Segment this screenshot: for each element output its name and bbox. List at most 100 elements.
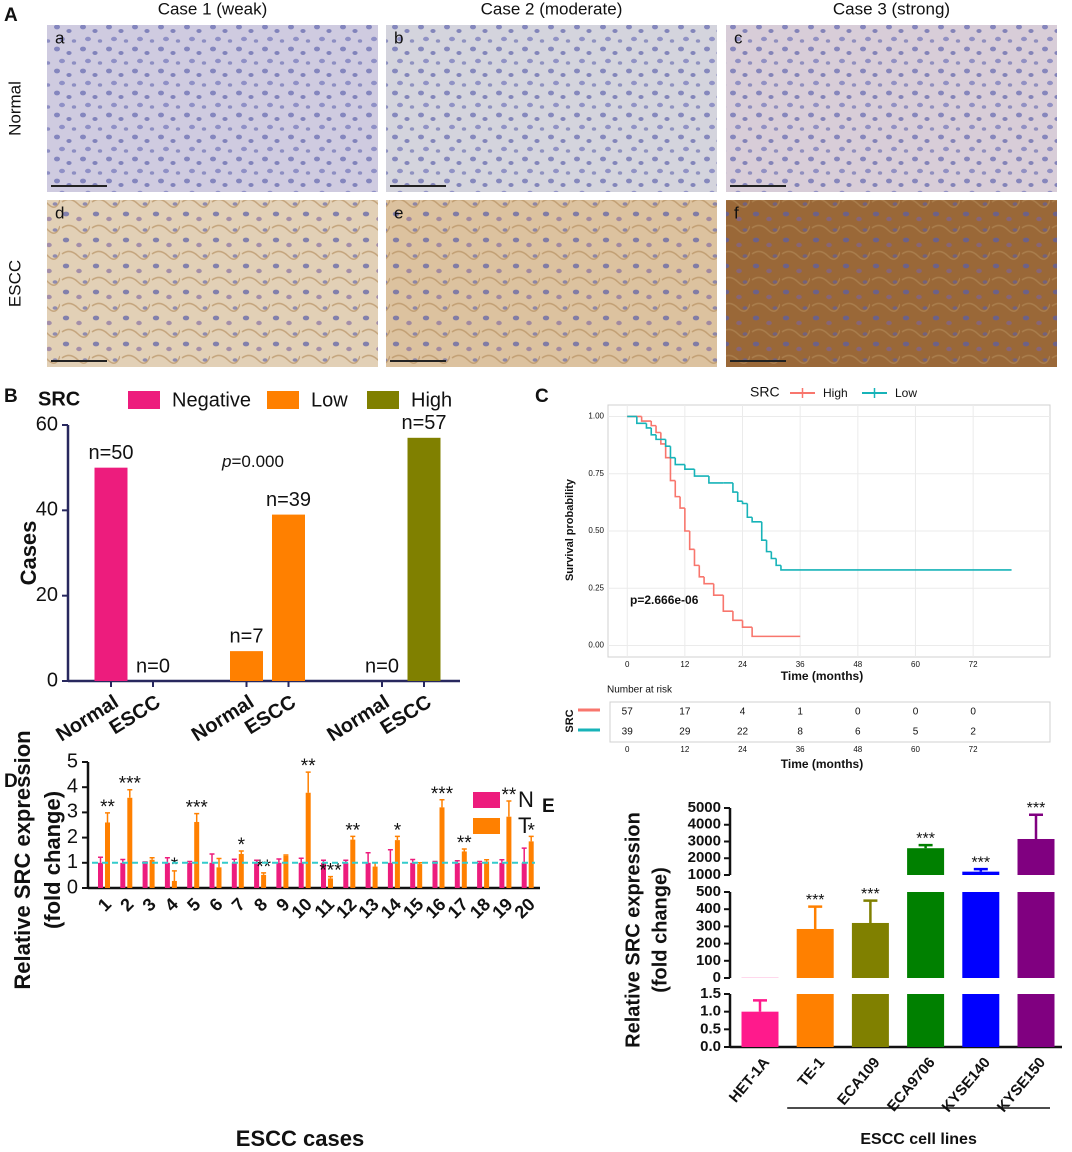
bar xyxy=(796,994,834,1047)
x-tick-label: 3 xyxy=(139,894,160,915)
bar xyxy=(187,862,193,888)
y-tick-label: 400 xyxy=(696,900,721,917)
significance-label: *** xyxy=(119,774,142,795)
y-tick-label: 4 xyxy=(67,775,78,797)
y-tick-label: 0.75 xyxy=(588,469,604,478)
x-tick-label: 60 xyxy=(911,660,920,669)
risk-count: 0 xyxy=(970,707,976,718)
x-tick-label: 7 xyxy=(228,894,249,915)
survival-step xyxy=(703,576,714,585)
survival-step xyxy=(741,501,748,505)
bar xyxy=(231,862,237,888)
y-tick-label: 3000 xyxy=(688,832,721,849)
y-tick-label: 40 xyxy=(36,499,58,521)
legend-swatch xyxy=(267,391,299,409)
value-label: n=57 xyxy=(401,412,446,434)
error-bar xyxy=(187,860,193,863)
legend-label: High xyxy=(823,386,848,400)
bar xyxy=(506,816,512,888)
x-tick-label: KYSE140 xyxy=(939,1054,994,1115)
significance-label: ** xyxy=(100,797,115,818)
survival-step xyxy=(669,457,676,482)
bar xyxy=(851,994,889,1047)
bar xyxy=(164,862,170,888)
bar xyxy=(962,892,1000,978)
y-axis-label: Relative SRC expression xyxy=(10,730,35,989)
error-bar xyxy=(283,854,289,856)
panel-letter: B xyxy=(4,386,18,407)
x-axis-label: Time (months) xyxy=(781,757,863,771)
significance-label: * xyxy=(171,855,179,876)
bar xyxy=(477,862,483,888)
y-axis-label: Relative SRC expression xyxy=(622,812,644,1048)
x-tick-label: 1 xyxy=(94,894,115,915)
error-bar xyxy=(528,835,534,842)
legend-swatch xyxy=(473,792,500,808)
survival-step xyxy=(640,416,652,422)
error-bar xyxy=(808,905,823,929)
legend-label: N xyxy=(518,787,534,812)
panel-letter: C xyxy=(535,386,549,407)
bar xyxy=(432,862,438,888)
x-tick-label: 6 xyxy=(205,894,226,915)
column-header: Case 2 (moderate) xyxy=(481,0,623,18)
risk-time-label: 48 xyxy=(853,745,862,754)
x-tick-label: 48 xyxy=(853,660,862,669)
risk-time-label: 36 xyxy=(796,745,805,754)
bar xyxy=(417,864,423,888)
tissue-texture xyxy=(47,200,378,367)
risk-time-label: 12 xyxy=(680,745,689,754)
value-label: n=39 xyxy=(266,489,311,511)
risk-time-label: 0 xyxy=(625,745,630,754)
bar xyxy=(796,928,834,978)
y-axis-label: Survival probability xyxy=(564,478,576,581)
row-label: Normal xyxy=(5,81,24,136)
y-tick-label: 20 xyxy=(36,584,58,606)
bar xyxy=(741,1011,779,1047)
survival-step xyxy=(751,627,801,638)
risk-count: 29 xyxy=(679,727,691,738)
error-bar xyxy=(477,860,483,863)
survival-step xyxy=(765,540,772,553)
y-tick-label: 1.00 xyxy=(588,412,604,421)
risk-count: 22 xyxy=(737,727,749,738)
risk-count: 5 xyxy=(913,727,919,738)
significance-label: ** xyxy=(301,756,316,777)
bar xyxy=(343,862,349,888)
legend-title: SRC xyxy=(750,384,780,400)
risk-count: 17 xyxy=(679,707,691,718)
error-bar xyxy=(499,859,505,863)
tissue-texture xyxy=(726,200,1057,367)
bar xyxy=(907,848,945,875)
bar xyxy=(962,994,1000,1047)
panel-letter: A xyxy=(4,5,18,26)
legend-label: Low xyxy=(311,389,348,411)
significance-label: *** xyxy=(971,854,990,871)
bar xyxy=(407,437,441,681)
legend-swatch xyxy=(128,391,160,409)
annotation-part: =0.000 xyxy=(231,452,283,471)
x-tick-label: 24 xyxy=(738,660,747,669)
bar xyxy=(127,797,133,888)
bar xyxy=(105,822,110,888)
risk-table-label: SRC xyxy=(564,709,576,732)
y-tick-label: 0 xyxy=(713,969,721,986)
y-tick-label: 60 xyxy=(36,413,58,435)
y-tick-label: 0.5 xyxy=(700,1020,721,1037)
y-tick-label: 2000 xyxy=(688,849,721,866)
significance-label: *** xyxy=(431,784,454,805)
survival-step xyxy=(655,425,661,434)
error-bar xyxy=(105,812,110,823)
error-bar xyxy=(350,835,356,840)
risk-count: 1 xyxy=(797,707,803,718)
risk-count: 0 xyxy=(913,707,919,718)
bar xyxy=(328,878,333,888)
x-axis-label: ESCC cases xyxy=(236,1126,364,1151)
significance-label: *** xyxy=(186,798,209,819)
significance-label: *** xyxy=(1027,800,1046,817)
error-bar xyxy=(305,771,311,793)
survival-step xyxy=(674,480,681,498)
y-axis-label: Cases xyxy=(16,521,41,586)
bar xyxy=(394,840,400,888)
